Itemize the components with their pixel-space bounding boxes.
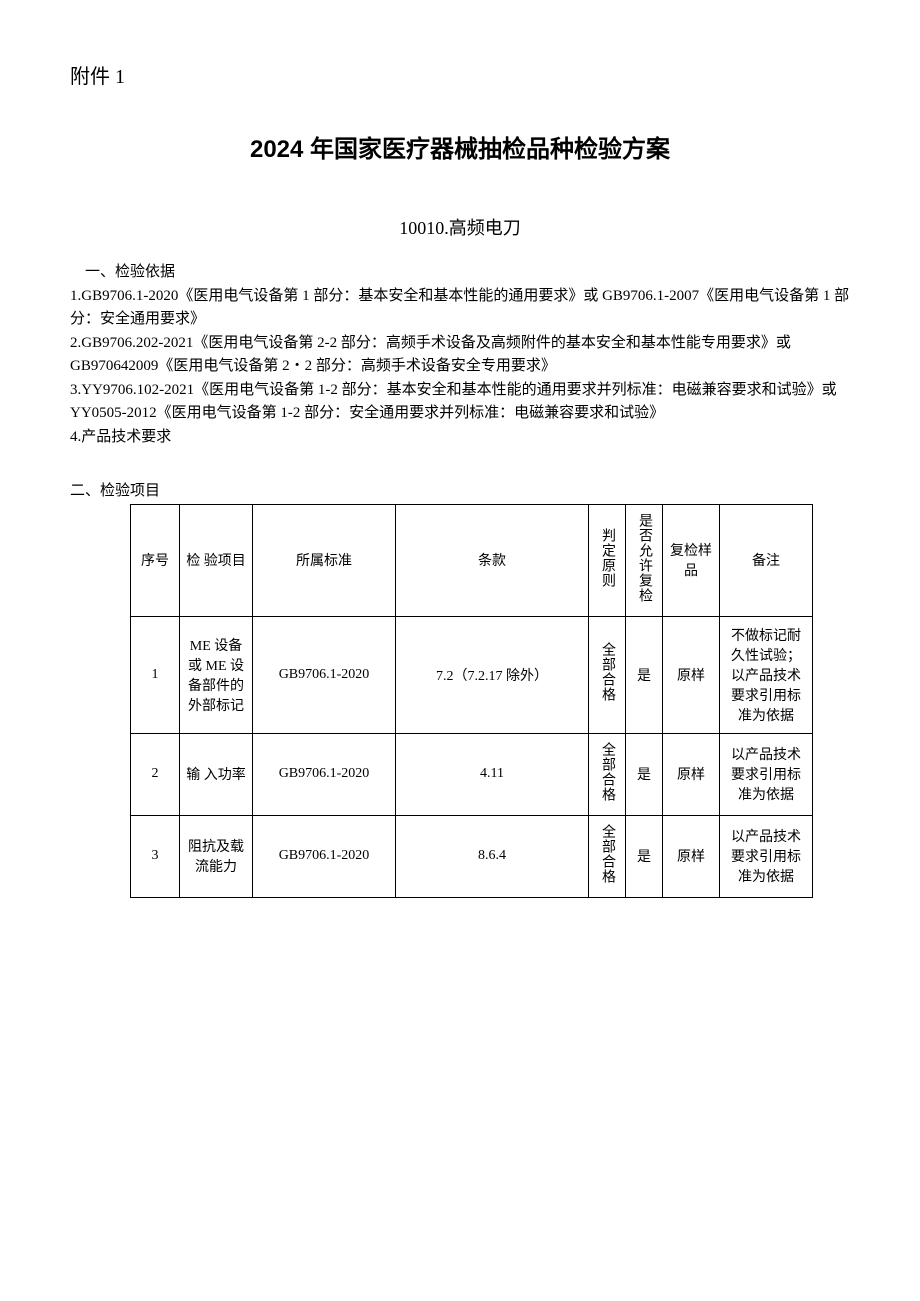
cell-sample: 原样 bbox=[663, 616, 720, 733]
cell-std: GB9706.1-2020 bbox=[253, 815, 396, 897]
basis-item: 2.GB9706.202-2021《医用电气设备第 2-2 部分：高频手术设备及… bbox=[70, 332, 850, 377]
basis-list: 1.GB9706.1-2020《医用电气设备第 1 部分：基本安全和基本性能的通… bbox=[70, 285, 850, 449]
page-title: 2024 年国家医疗器械抽检品种检验方案 bbox=[70, 129, 850, 164]
cell-clause: 8.6.4 bbox=[396, 815, 589, 897]
cell-clause: 7.2（7.2.17 除外） bbox=[396, 616, 589, 733]
table-header-row: 序号 检 验项目 所属标准 条款 判定原则 是否允许复检 复检样品 备注 bbox=[131, 504, 813, 616]
th-sample: 复检样品 bbox=[663, 504, 720, 616]
cell-remark: 以产品技术要求引用标准为依据 bbox=[720, 733, 813, 815]
cell-idx: 2 bbox=[131, 733, 180, 815]
cell-sample: 原样 bbox=[663, 815, 720, 897]
table-row: 2 输 入功率 GB9706.1-2020 4.11 全部合格 是 原样 以产品… bbox=[131, 733, 813, 815]
cell-sample: 原样 bbox=[663, 733, 720, 815]
section1-header: 一、检验依据 bbox=[70, 260, 850, 281]
inspection-table: 序号 检 验项目 所属标准 条款 判定原则 是否允许复检 复检样品 备注 1 M… bbox=[130, 504, 813, 898]
table-row: 1 ME 设备或 ME 设备部件的外部标记 GB9706.1-2020 7.2（… bbox=[131, 616, 813, 733]
th-std: 所属标准 bbox=[253, 504, 396, 616]
cell-recheck: 是 bbox=[626, 815, 663, 897]
cell-item: 输 入功率 bbox=[180, 733, 253, 815]
cell-clause: 4.11 bbox=[396, 733, 589, 815]
th-clause: 条款 bbox=[396, 504, 589, 616]
cell-judge: 全部合格 bbox=[589, 733, 626, 815]
cell-remark: 以产品技术要求引用标准为依据 bbox=[720, 815, 813, 897]
section2-header: 二、检验项目 bbox=[70, 479, 850, 500]
attachment-label: 附件 1 bbox=[70, 60, 850, 89]
cell-std: GB9706.1-2020 bbox=[253, 616, 396, 733]
th-idx: 序号 bbox=[131, 504, 180, 616]
th-item: 检 验项目 bbox=[180, 504, 253, 616]
cell-std: GB9706.1-2020 bbox=[253, 733, 396, 815]
cell-idx: 3 bbox=[131, 815, 180, 897]
cell-remark: 不做标记耐久性试验；以产品技术要求引用标准为依据 bbox=[720, 616, 813, 733]
cell-recheck: 是 bbox=[626, 733, 663, 815]
cell-judge: 全部合格 bbox=[589, 815, 626, 897]
page-subtitle: 10010.高频电刀 bbox=[70, 214, 850, 240]
cell-item: ME 设备或 ME 设备部件的外部标记 bbox=[180, 616, 253, 733]
cell-recheck: 是 bbox=[626, 616, 663, 733]
table-row: 3 阻抗及载流能力 GB9706.1-2020 8.6.4 全部合格 是 原样 … bbox=[131, 815, 813, 897]
basis-item: 1.GB9706.1-2020《医用电气设备第 1 部分：基本安全和基本性能的通… bbox=[70, 285, 850, 330]
cell-judge: 全部合格 bbox=[589, 616, 626, 733]
th-remark: 备注 bbox=[720, 504, 813, 616]
basis-item: 4.产品技术要求 bbox=[70, 426, 850, 449]
cell-idx: 1 bbox=[131, 616, 180, 733]
basis-item: 3.YY9706.102-2021《医用电气设备第 1-2 部分：基本安全和基本… bbox=[70, 379, 850, 424]
th-judge: 判定原则 bbox=[589, 504, 626, 616]
cell-item: 阻抗及载流能力 bbox=[180, 815, 253, 897]
th-recheck: 是否允许复检 bbox=[626, 504, 663, 616]
